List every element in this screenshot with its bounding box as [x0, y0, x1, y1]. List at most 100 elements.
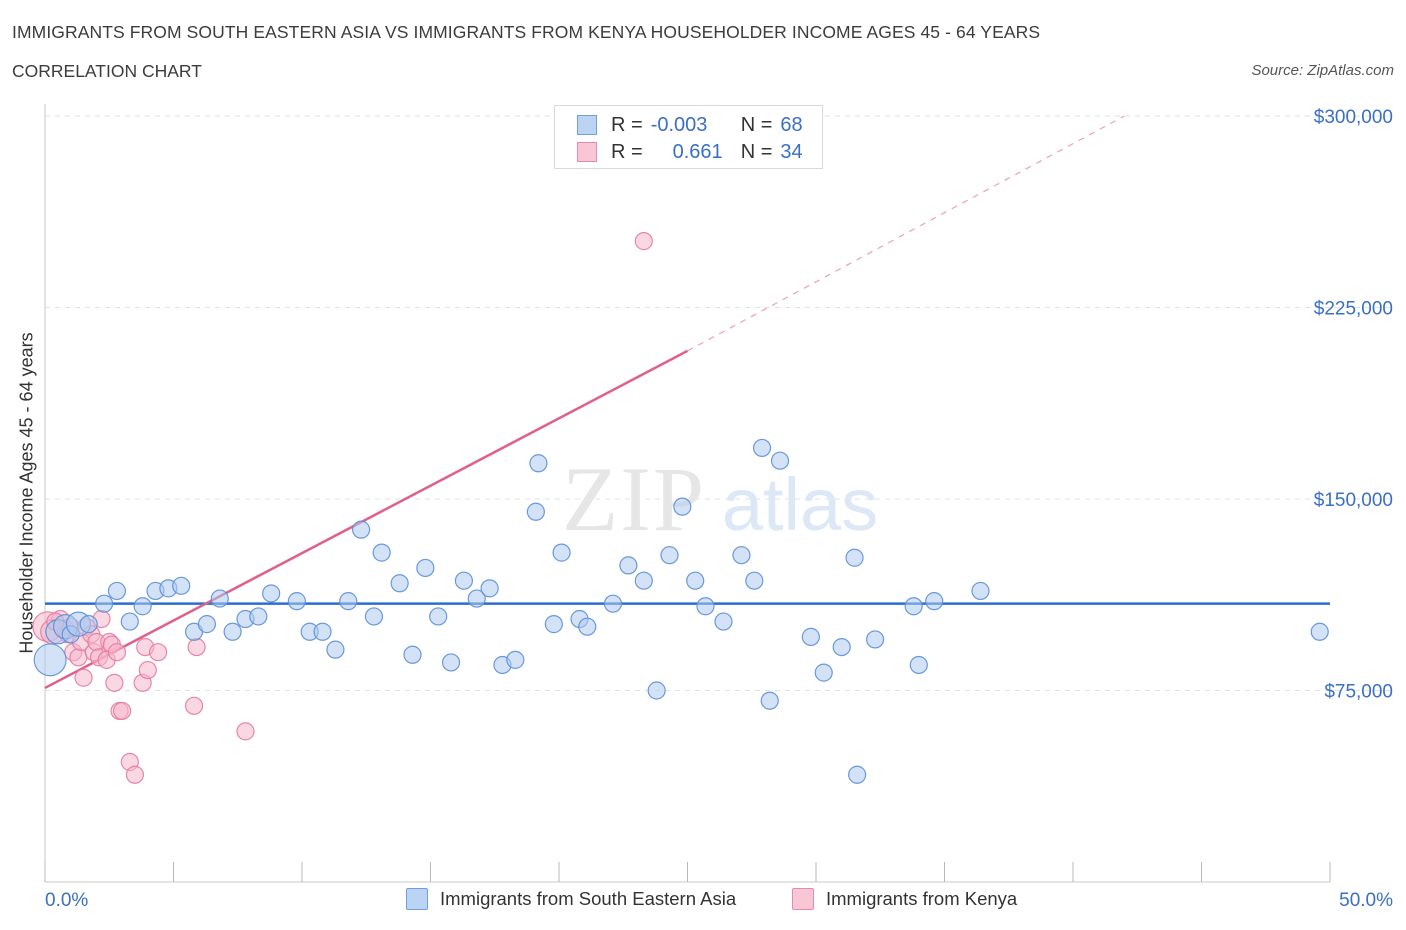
r-value-kenya: 0.661	[672, 140, 723, 163]
kenya-point	[184, 696, 204, 715]
y-tick-label: $150,000	[1314, 490, 1393, 511]
sea-point	[429, 607, 448, 626]
sea-point	[506, 650, 525, 669]
sea-point	[339, 592, 358, 611]
sea-point	[971, 581, 990, 601]
sea-point	[33, 643, 67, 677]
sea-point	[714, 612, 733, 631]
watermark-atlas: atlas	[722, 463, 878, 546]
sea-point	[454, 571, 474, 590]
sea-point	[352, 520, 371, 539]
y-tick-label: $225,000	[1314, 299, 1393, 320]
sea-point	[467, 589, 486, 608]
sea-point	[686, 571, 705, 590]
sea-point	[107, 581, 127, 601]
sea-point	[634, 571, 653, 590]
sea-point	[210, 589, 229, 608]
sea-point	[529, 454, 548, 473]
sea-point	[120, 612, 139, 631]
sea-point	[416, 558, 435, 578]
kenya-point	[634, 232, 653, 251]
watermark: ZIP atlas	[562, 448, 878, 550]
kenya-point	[148, 643, 168, 662]
sea-point	[1310, 622, 1329, 641]
sea-point	[801, 627, 820, 646]
y-tick-label: $300,000	[1314, 107, 1393, 128]
sea-point	[603, 594, 623, 613]
sea-point	[364, 607, 384, 626]
kenya-point	[125, 765, 145, 784]
south-eastern-asia-points	[33, 438, 1329, 784]
kenya-point	[138, 660, 157, 680]
sea-point	[133, 597, 152, 616]
legend-label-sea: Immigrants from South Eastern Asia	[440, 888, 737, 909]
chart-subtitle: CORRELATION CHART	[12, 61, 202, 81]
sea-point	[480, 579, 499, 598]
sea-point	[925, 592, 944, 611]
sea-point	[552, 543, 571, 562]
sea-point	[696, 597, 715, 616]
sea-point	[326, 640, 345, 659]
kenya-point	[236, 722, 255, 741]
kenya-point	[187, 637, 206, 657]
kenya-point	[112, 701, 132, 721]
x-tick-label-min: 0.0%	[45, 890, 89, 911]
sea-point	[909, 655, 928, 675]
y-axis-title: Householder Income Ages 45 - 64 years	[12, 318, 42, 668]
sea-point	[866, 630, 885, 649]
sea-point	[172, 576, 191, 595]
legend-swatch-kenya	[577, 142, 597, 162]
sea-point	[526, 502, 545, 521]
legend-item-kenya[interactable]: Immigrants from Kenya	[792, 888, 1017, 910]
kenya-point	[74, 668, 93, 687]
legend-swatch-sea	[577, 115, 597, 135]
source-credit: Source: ZipAtlas.com	[1251, 62, 1394, 79]
n-value-sea: 68	[780, 113, 803, 136]
x-tick-label-max: 50.0%	[1339, 890, 1393, 911]
sea-point	[544, 615, 563, 634]
sea-point	[372, 543, 391, 562]
sea-point	[262, 584, 281, 603]
sea-point	[95, 594, 114, 613]
kenya-point	[105, 673, 124, 692]
kenya-points	[32, 232, 653, 784]
sea-point	[814, 663, 833, 682]
sea-point	[760, 691, 779, 710]
legend-item-sea[interactable]: Immigrants from South Eastern Asia	[406, 888, 736, 910]
stats-legend-row-kenya: R = 0.661 N = 34	[577, 140, 803, 164]
trend-line-kenya	[44, 349, 689, 690]
y-tick-label: $75,000	[1324, 682, 1393, 703]
sea-point	[249, 607, 268, 626]
sea-point	[848, 765, 867, 784]
r-value-sea: -0.003	[650, 113, 708, 136]
stats-legend: R = -0.003 N = 68 R = 0.661 N = 34	[554, 105, 823, 169]
legend-swatch-kenya	[792, 888, 814, 910]
sea-point	[673, 497, 692, 516]
sea-point	[904, 597, 923, 616]
sea-point	[313, 622, 332, 641]
sea-point	[223, 622, 242, 641]
sea-point	[770, 451, 790, 470]
sea-point	[619, 556, 638, 575]
y-axis-title-text: Householder Income Ages 45 - 64 years	[16, 332, 37, 654]
sea-point	[845, 548, 864, 567]
sea-point	[197, 615, 217, 634]
sea-point	[578, 617, 597, 636]
chart-title: IMMIGRANTS FROM SOUTH EASTERN ASIA VS IM…	[12, 22, 1041, 42]
sea-point	[745, 571, 764, 590]
sea-point	[441, 653, 461, 672]
trend-line-kenya-extension	[687, 115, 1125, 352]
kenya-point	[107, 643, 127, 662]
n-value-kenya: 34	[780, 140, 803, 163]
legend-swatch-sea	[406, 888, 428, 910]
y-tick-labels: $75,000 $150,000 $225,000 $300,000	[1314, 107, 1393, 703]
kenya-point	[69, 648, 88, 667]
axes	[44, 104, 1331, 883]
trend-lines	[44, 115, 1330, 690]
sea-point	[403, 645, 422, 664]
sea-point	[832, 637, 851, 657]
stats-legend-row-sea: R = -0.003 N = 68	[577, 113, 803, 137]
sea-point	[79, 615, 98, 634]
r-label: R =	[611, 113, 643, 136]
